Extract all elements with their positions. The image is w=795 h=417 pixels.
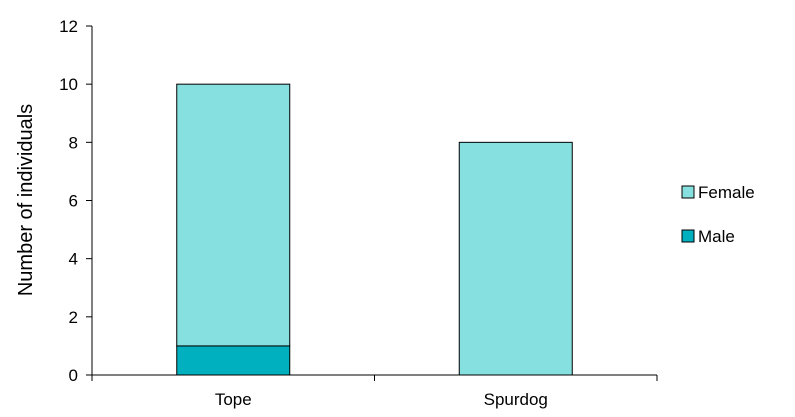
y-tick-label: 10 bbox=[59, 75, 78, 94]
y-tick-label: 2 bbox=[69, 308, 78, 327]
y-tick-label: 12 bbox=[59, 17, 78, 36]
bars-layer bbox=[176, 83, 573, 376]
legend-swatch-female bbox=[681, 185, 695, 199]
legend-label-male: Male bbox=[698, 227, 735, 246]
bar-female-spurdog bbox=[458, 141, 573, 376]
x-tick-label: Spurdog bbox=[484, 390, 548, 409]
y-tick-label: 4 bbox=[69, 250, 78, 269]
bar-male-tope bbox=[176, 345, 291, 376]
bar-female-tope bbox=[176, 83, 291, 347]
y-tick-label: 6 bbox=[69, 192, 78, 211]
axes-layer: 0 2 4 6 8 10 12 Tope Spurdog bbox=[59, 17, 658, 409]
legend-swatch-male bbox=[681, 229, 695, 243]
y-axis-title: Number of individuals bbox=[15, 104, 37, 296]
legend: Female Male bbox=[681, 183, 755, 246]
y-tick-label: 0 bbox=[69, 366, 78, 385]
x-tick-label: Tope bbox=[215, 390, 252, 409]
legend-label-female: Female bbox=[698, 183, 755, 202]
y-tick-label: 8 bbox=[69, 133, 78, 152]
